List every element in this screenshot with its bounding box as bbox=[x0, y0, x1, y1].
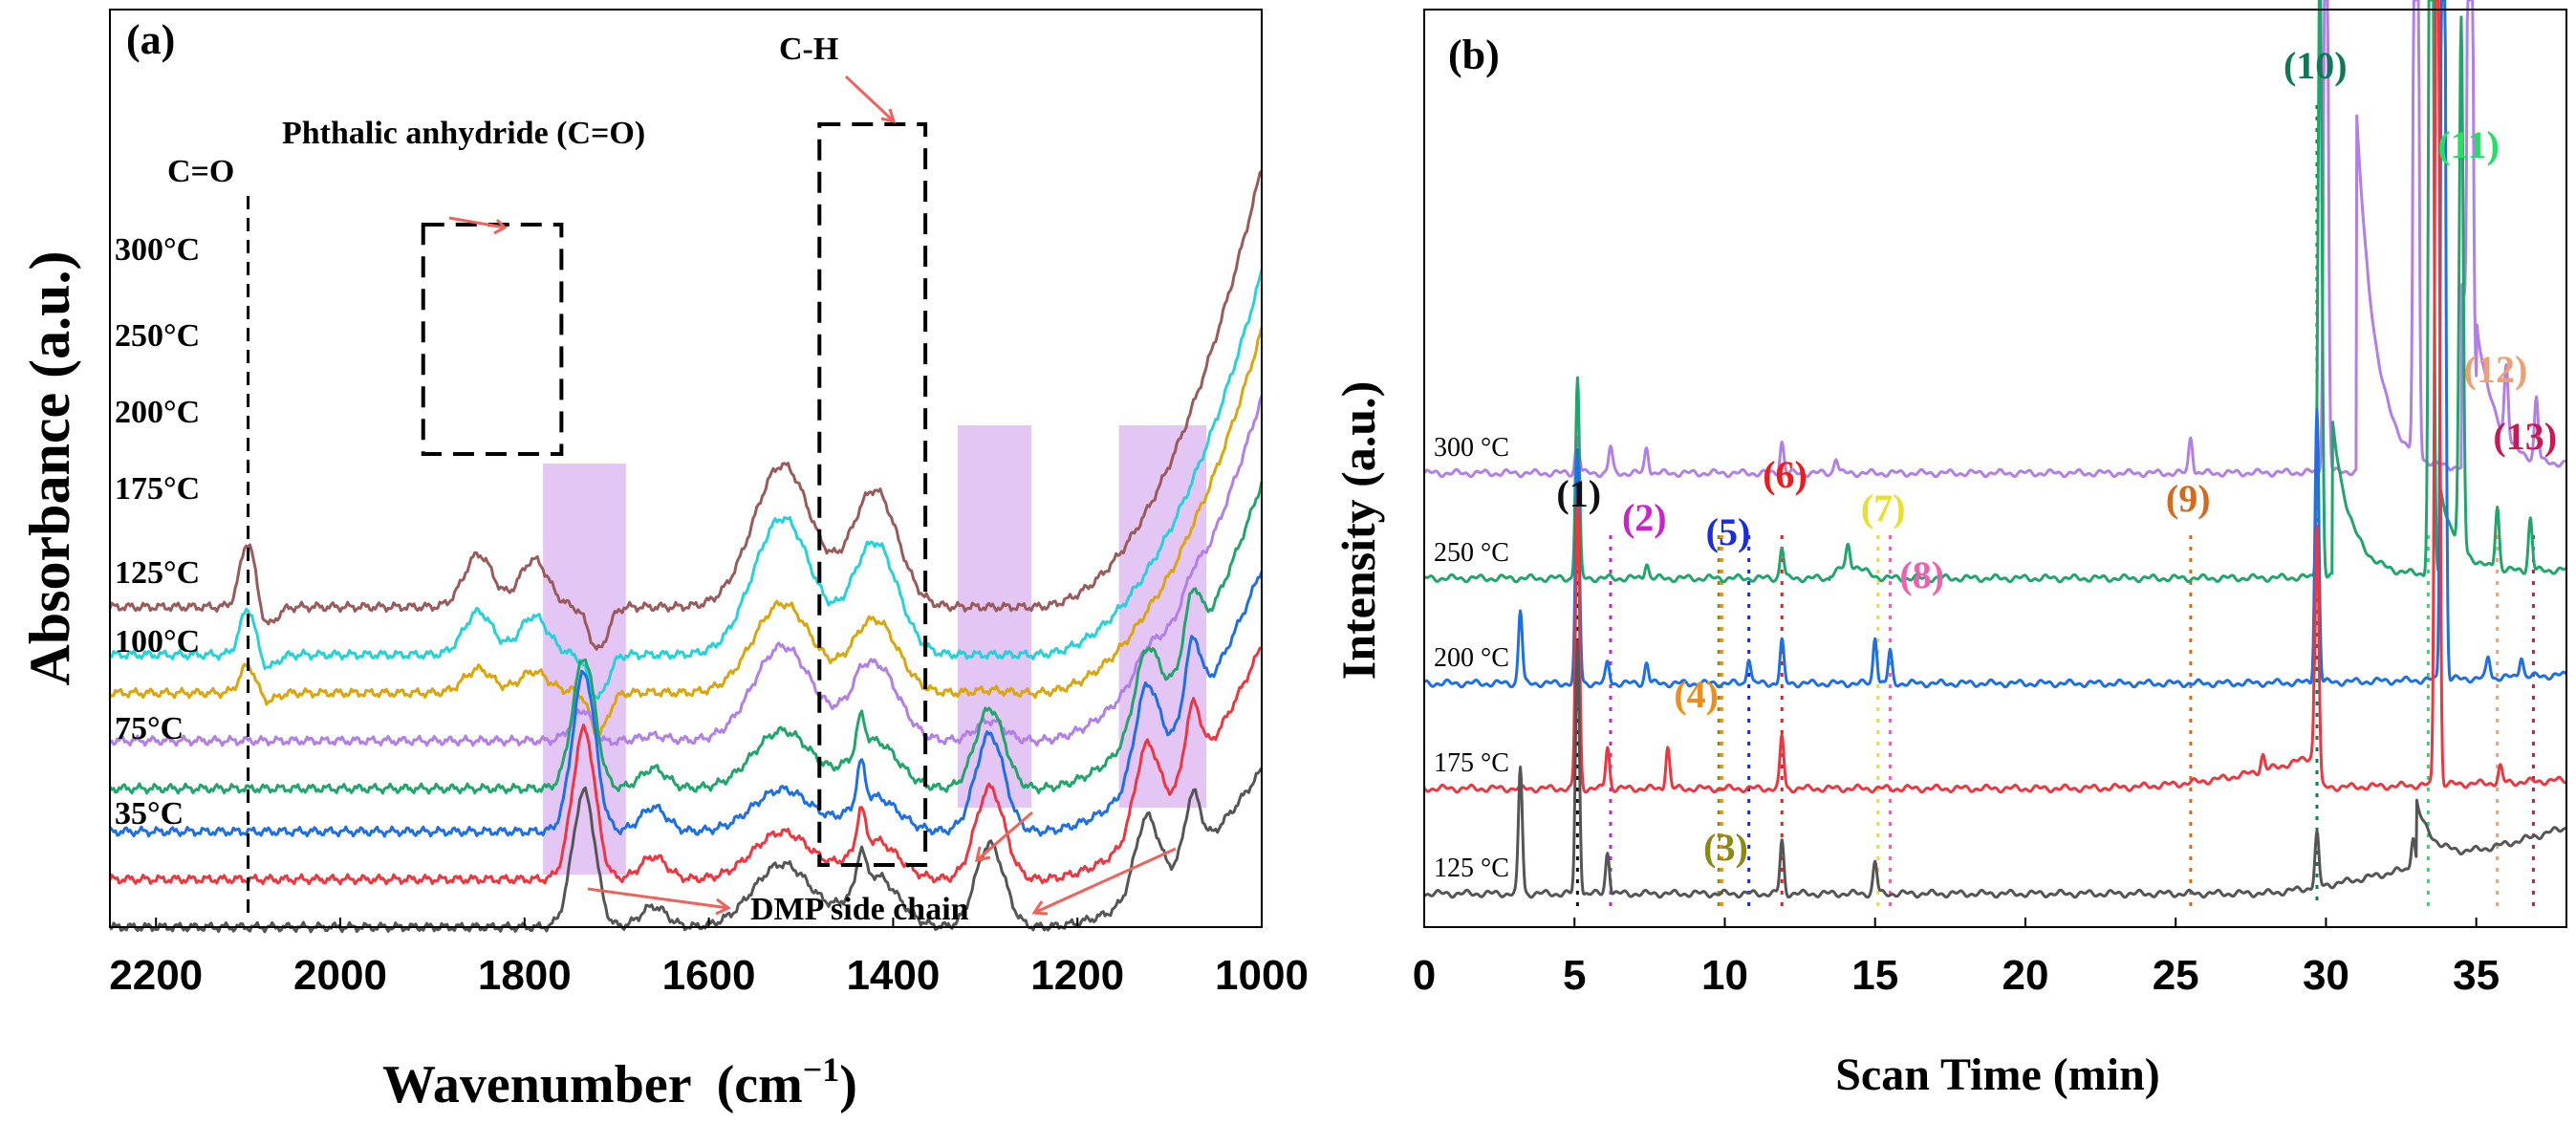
peak-label-12: (12) bbox=[2464, 348, 2528, 391]
peak-label-11: (11) bbox=[2437, 123, 2499, 166]
arrow-dmp-left bbox=[587, 887, 729, 910]
ftir-temp-label-3: 175°C bbox=[115, 471, 200, 507]
ftir-series-300c bbox=[108, 169, 1264, 651]
arrow-c-h bbox=[844, 75, 896, 123]
gcms-temp-label-3: 175 °C bbox=[1434, 748, 1509, 778]
panel-b-y-axis-title: Intensity (a.u.) bbox=[1331, 381, 1385, 681]
ftir-temp-label-4: 125°C bbox=[115, 555, 200, 591]
peak-label-8: (8) bbox=[1899, 553, 1944, 596]
arrow-c-h-head bbox=[880, 108, 897, 124]
b-tick-label-10: 10 bbox=[1701, 952, 1748, 999]
gcms-series-175c bbox=[1422, 0, 2567, 794]
x-title-unit: (cm bbox=[717, 1055, 803, 1114]
ftir-series-250c bbox=[109, 269, 1264, 701]
peak-label-1: (1) bbox=[1556, 472, 1601, 515]
a-tick-label-1800: 1800 bbox=[478, 952, 572, 999]
arrow-anhydride bbox=[448, 216, 506, 229]
arrow-anhydride-head bbox=[493, 218, 508, 235]
panel-a-x-axis-title: Wavenumber (cm−1) bbox=[382, 1050, 857, 1114]
arrow-dmp-left-head bbox=[715, 897, 731, 916]
annotation-c-o: C=O bbox=[167, 154, 234, 189]
ftir-temp-label-2: 200°C bbox=[115, 395, 200, 430]
panel-b-x-axis-title: Scan Time (min) bbox=[1835, 1049, 2160, 1100]
b-tick-label-5: 5 bbox=[1563, 952, 1586, 999]
panel-a-x-ticks: 2200 2000 1800 1600 1400 1200 1000 bbox=[109, 918, 1309, 999]
annotation-arrows bbox=[448, 75, 1177, 916]
a-tick-label-2200: 2200 bbox=[109, 952, 203, 999]
gcms-temp-label-1: 250 °C bbox=[1434, 538, 1509, 568]
ftir-temperature-labels: 300°C 250°C 200°C 175°C 125°C 100°C 75°C 35°C bbox=[115, 232, 200, 832]
shade-band-1 bbox=[957, 425, 1031, 808]
peak-label-10: (10) bbox=[2284, 44, 2348, 87]
peak-label-3: (3) bbox=[1703, 826, 1748, 869]
ftir-series-100c bbox=[108, 571, 1264, 838]
annotation-c-h: C-H bbox=[779, 32, 838, 67]
gcms-series-group bbox=[1422, 0, 2568, 899]
peak-label-4: (4) bbox=[1674, 673, 1719, 716]
gcms-series-250c bbox=[1423, 0, 2567, 584]
ftir-temp-label-7: 35°C bbox=[115, 796, 184, 832]
ftir-series-35c bbox=[109, 767, 1264, 934]
peak-label-9: (9) bbox=[2166, 477, 2211, 520]
b-tick-label-30: 30 bbox=[2303, 952, 2349, 999]
b-tick-label-25: 25 bbox=[2153, 952, 2199, 999]
a-tick-label-1600: 1600 bbox=[662, 952, 756, 999]
panel-b-label: (b) bbox=[1448, 32, 1500, 78]
ftir-series-125c bbox=[108, 481, 1264, 795]
panel-b-frame bbox=[1423, 9, 2567, 928]
ftir-series-175c bbox=[108, 395, 1264, 747]
peak-label-6: (6) bbox=[1763, 453, 1808, 496]
dashed-box-0 bbox=[421, 223, 564, 456]
b-tick-label-0: 0 bbox=[1413, 952, 1436, 999]
x-title-word: Wavenumber bbox=[382, 1055, 692, 1114]
ftir-series-200c bbox=[108, 326, 1264, 737]
peak-label-2: (2) bbox=[1622, 496, 1667, 539]
x-title-close: ) bbox=[839, 1055, 857, 1114]
gcms-temp-label-0: 300 °C bbox=[1434, 433, 1509, 463]
a-tick-label-1400: 1400 bbox=[846, 952, 940, 999]
dmp-shaded-bands bbox=[543, 425, 1207, 875]
b-tick-label-15: 15 bbox=[1851, 952, 1898, 999]
arrow-dmp-mid-head bbox=[975, 846, 991, 862]
annotation-phthalic-anhydride: Phthalic anhydride (C=O) bbox=[282, 116, 645, 151]
ftir-temp-label-6: 75°C bbox=[115, 711, 184, 746]
gcms-temperature-labels: 300 °C 250 °C 200 °C 175 °C 125 °C bbox=[1434, 433, 1509, 883]
annotation-dmp-side-chain: DMP side chain bbox=[750, 892, 969, 927]
dashed-box-1 bbox=[817, 122, 928, 867]
ftir-series-75c bbox=[108, 646, 1263, 886]
peak-label-13: (13) bbox=[2493, 415, 2557, 458]
ftir-temp-label-0: 300°C bbox=[115, 232, 200, 268]
arrow-dmp-right bbox=[1033, 847, 1177, 915]
peak-number-labels: (1) (2) (3) (4) (5) (6) (7) (8) (9) (10) (11) (12) (… bbox=[1556, 44, 2557, 869]
b-tick-label-20: 20 bbox=[2002, 952, 2048, 999]
a-tick-label-2000: 2000 bbox=[293, 952, 387, 999]
ftir-temp-label-1: 250°C bbox=[115, 318, 200, 354]
a-tick-label-1200: 1200 bbox=[1030, 952, 1124, 999]
arrow-dmp-mid bbox=[976, 811, 1033, 862]
panel-a-ftir: 2200 2000 1800 1600 1400 1200 1000 (a) C=O Pht… bbox=[18, 9, 1309, 1114]
ftir-temp-label-5: 100°C bbox=[115, 624, 200, 659]
peak-label-5: (5) bbox=[1706, 510, 1751, 553]
b-tick-label-35: 35 bbox=[2453, 952, 2500, 999]
ftir-series-group bbox=[108, 169, 1264, 934]
panel-a-frame bbox=[109, 9, 1263, 928]
panel-b-gcms: 0 5 10 15 20 25 30 35 (b) 300 °C 250 °C 200 °C 175… bbox=[1331, 0, 2568, 1100]
arrow-dmp-right-head bbox=[1031, 900, 1049, 916]
panel-a-y-axis-title: Absorbance (a.u.) bbox=[18, 250, 81, 685]
a-tick-label-1000: 1000 bbox=[1215, 952, 1309, 999]
panel-b-x-ticks: 0 5 10 15 20 25 30 35 bbox=[1413, 918, 2500, 999]
x-title-sup: −1 bbox=[803, 1050, 840, 1089]
gcms-series-125c bbox=[1423, 639, 2567, 899]
gcms-series-300c bbox=[1422, 0, 2567, 479]
gcms-temp-label-4: 125 °C bbox=[1434, 854, 1509, 883]
gcms-temp-label-2: 200 °C bbox=[1434, 643, 1509, 673]
peak-label-7: (7) bbox=[1861, 486, 1906, 530]
gcms-series-200c bbox=[1423, 0, 2568, 689]
panel-a-label: (a) bbox=[126, 16, 175, 63]
